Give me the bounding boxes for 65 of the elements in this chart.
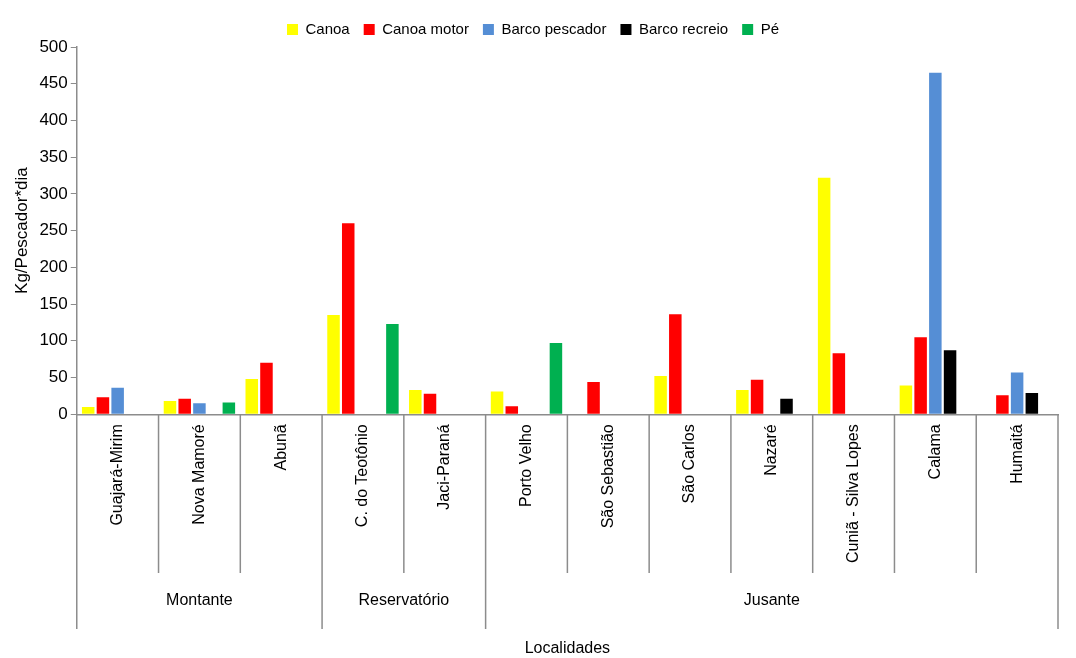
bar [750,379,764,414]
bar [178,398,191,414]
bar [736,390,749,414]
x-tick-label: Abunã [271,424,289,471]
bar [549,343,563,414]
bar [996,395,1009,414]
legend-label: Pé [760,19,780,37]
text: Jusante [743,591,800,609]
x-tick-label: São Sebastião [598,424,616,529]
bar [341,223,355,414]
bar [111,387,124,414]
bar [386,323,399,414]
bar [654,376,667,414]
x-tick-label: Nova Mamoré [189,424,207,525]
bar [409,390,422,414]
y-tick-label: 50 [48,367,68,387]
bar [163,401,177,414]
x-tick-label: Porto Velho [516,424,534,507]
bar [914,337,927,414]
bar [505,406,519,414]
x-axis-title: Localidades [524,639,611,657]
y-tick-label: 500 [39,36,68,56]
y-tick-label: 450 [39,73,68,93]
y-tick-label: 0 [58,403,68,423]
bar [327,315,340,414]
legend-label: Canoa [305,19,351,37]
bar [81,406,95,414]
bar [245,379,259,414]
bar [1010,372,1024,414]
legend-label: Canoa motor [382,19,469,37]
bar [817,177,831,414]
bar [96,397,110,414]
bar [260,362,273,414]
bar [587,381,600,414]
x-tick-label: São Carlos [680,424,698,504]
x-tick-label: Humaitá [1007,424,1025,484]
legend-label: Barco recreio [638,19,729,37]
bar [929,72,942,414]
y-tick-label: 100 [39,330,68,350]
bar [899,385,913,414]
bar [193,403,206,414]
legend-label: Barco pescador [501,19,607,37]
y-tick-label: 200 [39,257,68,277]
x-tick-label: Cuniã - Silva Lopes [843,424,861,564]
y-axis-title: Kg/Pescador*dia [11,166,31,294]
y-tick-label: 400 [39,110,68,130]
bar [669,314,682,414]
bar [943,350,957,414]
bar [1025,392,1039,414]
y-tick-label: 350 [39,146,68,166]
y-tick-label: 300 [39,183,68,203]
x-tick-label: Calama [925,424,943,480]
y-tick-label: 150 [39,293,68,313]
bar [832,353,846,414]
bar [780,398,793,414]
x-tick-label: Guajará-Mirim [108,424,126,526]
text: Reservatório [358,591,450,609]
x-tick-label: Jaci-Paraná [435,424,453,510]
bar [490,391,504,414]
x-tick-label: Nazaré [762,424,780,476]
bar [222,402,236,414]
bar [423,393,437,414]
x-tick-label: C. do Teotônio [353,424,371,528]
y-tick-label: 250 [39,220,68,240]
text: Montante [166,591,233,609]
